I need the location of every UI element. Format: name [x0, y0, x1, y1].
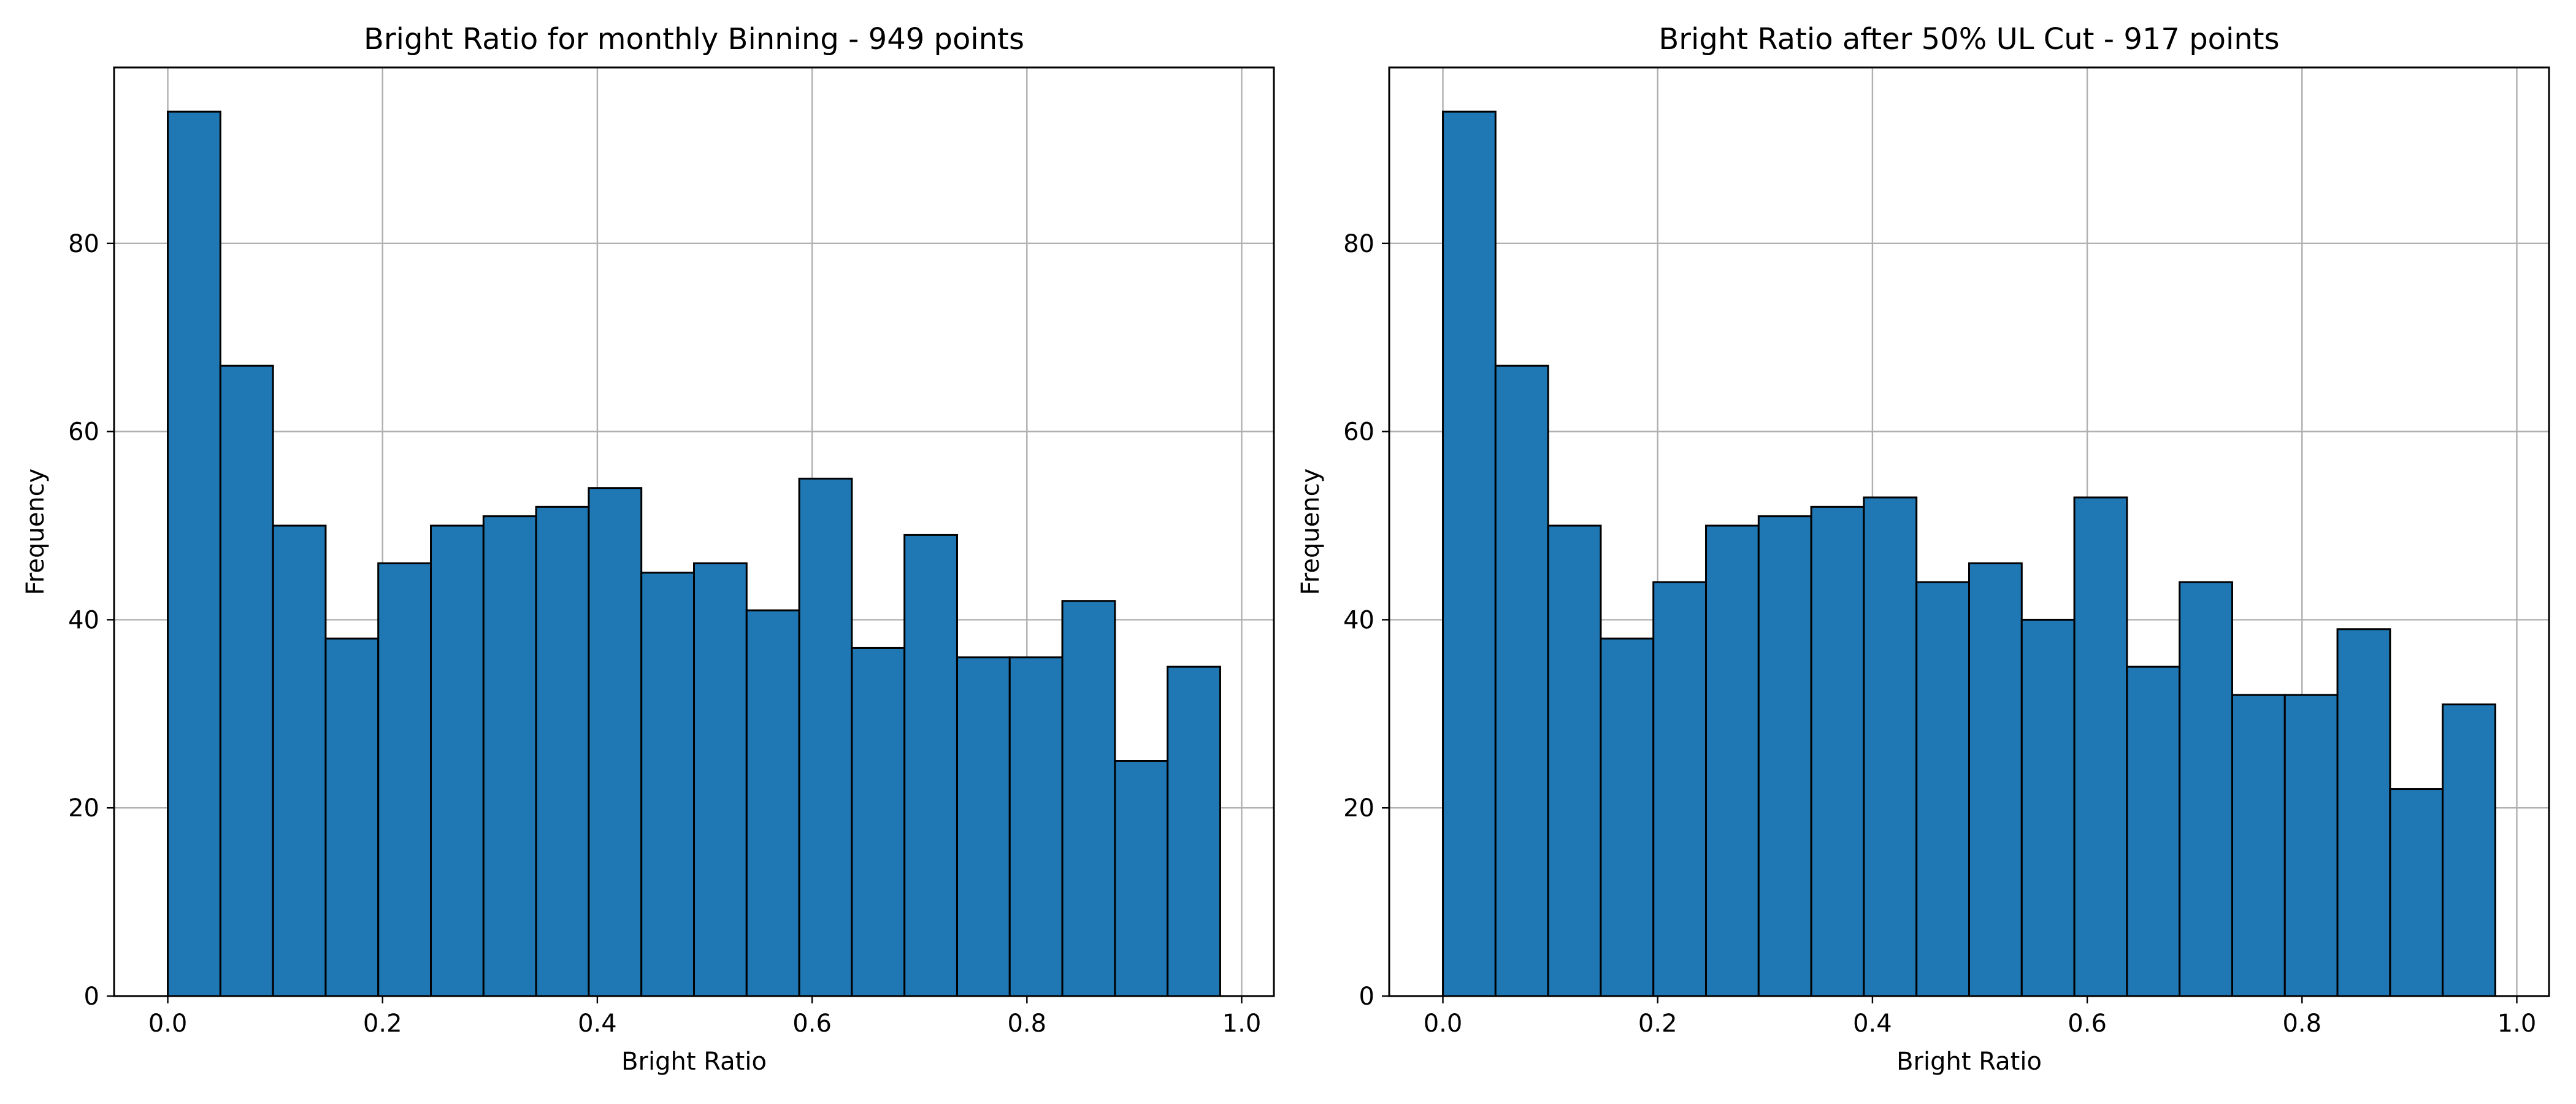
x-tick-label: 0.8 [1007, 1010, 1046, 1038]
x-tick-label: 0.2 [363, 1010, 402, 1038]
y-tick-label: 80 [1343, 230, 1374, 258]
histogram-bar [1757, 515, 1812, 997]
histogram-bar [588, 487, 643, 997]
x-axis-label: Bright Ratio [621, 1048, 767, 1076]
histogram-bars [167, 110, 1221, 997]
histogram-bar [2020, 618, 2076, 997]
histogram-bar [482, 515, 537, 997]
y-tick-label: 80 [68, 230, 99, 258]
x-tick-label: 0.6 [792, 1010, 832, 1038]
histogram-bar [1863, 496, 1918, 997]
histogram-bar [2442, 703, 2496, 997]
histogram-bar [2389, 788, 2444, 997]
x-tick-label: 0.0 [1424, 1010, 1463, 1038]
histogram-bar [1600, 637, 1655, 997]
histogram-bar [2179, 581, 2233, 997]
y-axis-label: Frequency [21, 469, 50, 596]
histogram-bar [167, 110, 221, 997]
histogram-bar [1061, 600, 1116, 997]
x-tick-label: 1.0 [1222, 1010, 1262, 1038]
axis-ticks: 0.0 0.2 0.4 0.6 0.8 1.0 0 20 40 60 80 [68, 230, 1261, 1038]
histogram-bar [377, 562, 432, 997]
x-tick-label: 1.0 [2497, 1010, 2537, 1038]
x-tick-label: 0.2 [1638, 1010, 1677, 1038]
histogram-bar [2073, 496, 2128, 997]
y-tick-label: 0 [84, 983, 99, 1011]
x-tick-label: 0.0 [148, 1010, 188, 1038]
histogram-bar [956, 656, 1011, 997]
histogram-bar [640, 572, 695, 997]
y-tick-label: 60 [68, 418, 99, 447]
histogram-bar [745, 609, 800, 997]
x-tick-label: 0.4 [578, 1010, 617, 1038]
histogram-bar [1167, 665, 1221, 997]
histogram-bar [798, 477, 853, 997]
axis-ticks: 0.0 0.2 0.4 0.6 0.8 1.0 0 20 40 60 80 [1343, 230, 2536, 1038]
histogram-bars [1442, 110, 2496, 997]
histogram-bar [430, 524, 485, 997]
histogram-bar [1810, 505, 1865, 997]
plot-frame [113, 66, 1275, 997]
y-tick-label: 60 [1343, 418, 1374, 447]
histogram-bar [2336, 628, 2391, 997]
x-tick-label: 0.8 [2282, 1010, 2321, 1038]
y-tick-label: 40 [68, 606, 99, 634]
histogram-bar [693, 562, 748, 997]
y-tick-label: 20 [1343, 794, 1374, 822]
histogram-bar [535, 505, 590, 997]
x-tick-label: 0.6 [2068, 1010, 2107, 1038]
x-tick-label: 0.4 [1853, 1010, 1892, 1038]
histogram-bar [219, 364, 274, 997]
y-tick-label: 20 [68, 794, 99, 822]
histogram-bar [851, 646, 906, 997]
histogram-bar [2283, 694, 2339, 997]
y-tick-label: 0 [1359, 983, 1374, 1011]
histogram-bar [1652, 581, 1708, 997]
histogram-bar [1915, 581, 1970, 997]
histogram-bar [324, 637, 380, 997]
histogram-bar [1442, 110, 1497, 997]
histogram-bar [1547, 524, 1602, 997]
histogram-bar [1968, 562, 2023, 997]
chart-title: Bright Ratio after 50% UL Cut - 917 poin… [1658, 22, 2279, 56]
y-tick-label: 40 [1343, 606, 1374, 634]
histogram-bar [2126, 665, 2181, 997]
histogram-panel-left: 0.0 0.2 0.4 0.6 0.8 1.0 0 20 40 60 80 Bright Ratio… [21, 22, 1275, 1076]
histogram-panel-right: 0.0 0.2 0.4 0.6 0.8 1.0 0 20 40 60 80 Bright Ratio… [1297, 22, 2550, 1076]
plot-frame [1388, 66, 2550, 997]
histogram-bar [1494, 364, 1549, 997]
histogram-bar [272, 524, 327, 997]
histogram-bar [1705, 524, 1760, 997]
histogram-bar [2231, 694, 2286, 997]
histogram-bar [1114, 760, 1169, 997]
x-axis-label: Bright Ratio [1896, 1048, 2042, 1076]
histogram-bar [903, 534, 958, 997]
chart-title: Bright Ratio for monthly Binning - 949 p… [364, 22, 1024, 56]
histogram-bar [1008, 656, 1064, 997]
y-axis-label: Frequency [1297, 469, 1325, 596]
